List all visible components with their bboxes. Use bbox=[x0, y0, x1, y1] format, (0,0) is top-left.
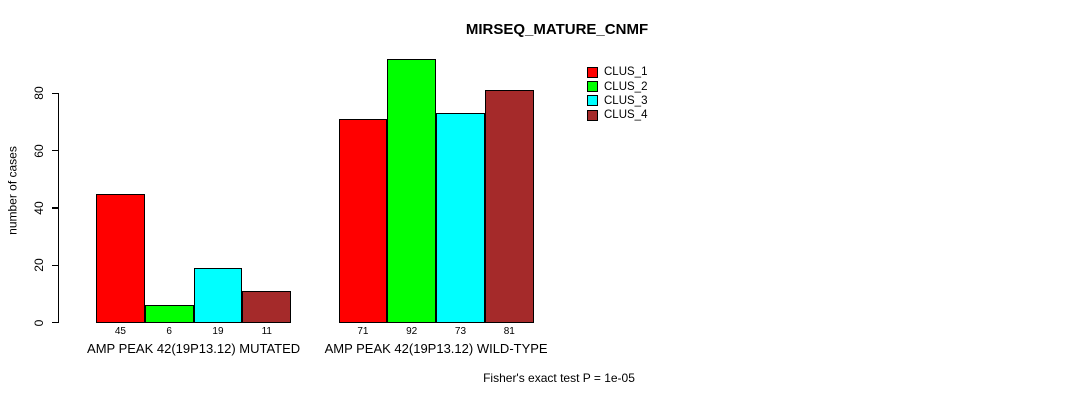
legend-swatch bbox=[587, 109, 598, 121]
bar-clus_4-group1 bbox=[242, 291, 292, 323]
y-tick-label: 0 bbox=[32, 319, 46, 327]
bar-value-label: 92 bbox=[406, 326, 418, 337]
legend-item: CLUS_1 bbox=[587, 65, 647, 79]
fisher-test-annotation: Fisher's exact test P = 1e-05 bbox=[483, 371, 635, 385]
y-axis-line bbox=[57, 92, 59, 324]
y-tick bbox=[51, 207, 58, 209]
y-tick bbox=[51, 264, 58, 267]
legend-swatch bbox=[587, 95, 598, 107]
legend-item: CLUS_3 bbox=[587, 94, 647, 108]
chart-title: MIRSEQ_MATURE_CNMF bbox=[465, 21, 649, 38]
legend-item: CLUS_2 bbox=[587, 79, 647, 93]
y-axis-label: number of cases bbox=[5, 146, 20, 235]
legend-label: CLUS_1 bbox=[604, 66, 648, 79]
bar-value-label: 45 bbox=[114, 326, 126, 337]
bar-clus_1-group1 bbox=[96, 193, 145, 323]
legend-swatch bbox=[587, 66, 598, 78]
legend-label: CLUS_3 bbox=[604, 94, 648, 107]
bar-clus_3-group2 bbox=[436, 113, 485, 323]
y-tick bbox=[51, 92, 58, 94]
bar-value-label: 71 bbox=[357, 326, 369, 337]
legend-label: CLUS_2 bbox=[604, 80, 648, 93]
bar-value-label: 73 bbox=[454, 326, 467, 337]
legend: CLUS_1 CLUS_2 CLUS_3 CLUS_4 bbox=[587, 65, 647, 123]
y-tick-label: 60 bbox=[32, 143, 46, 158]
bar-clus_2-group1 bbox=[144, 305, 194, 323]
y-tick-label: 40 bbox=[32, 201, 46, 215]
bar-value-label: 19 bbox=[212, 326, 224, 337]
bar-clus_4-group2 bbox=[484, 90, 534, 323]
y-tick-label: 20 bbox=[32, 258, 46, 273]
bar-clus_2-group2 bbox=[387, 58, 437, 323]
bar-clus_3-group1 bbox=[193, 268, 243, 323]
category-label: AMP PEAK 42(19P13.12) MUTATED bbox=[87, 341, 301, 356]
bar-clus_1-group2 bbox=[338, 119, 388, 323]
bar-value-label: 6 bbox=[166, 326, 172, 337]
legend-label: CLUS_4 bbox=[604, 109, 648, 122]
bar-value-label: 11 bbox=[261, 326, 272, 337]
y-tick bbox=[51, 149, 58, 152]
category-label: AMP PEAK 42(19P13.12) WILD-TYPE bbox=[324, 341, 548, 356]
y-tick bbox=[51, 322, 58, 324]
y-tick-label: 80 bbox=[32, 86, 46, 100]
legend-item: CLUS_4 bbox=[587, 108, 647, 122]
bar-value-label: 81 bbox=[503, 326, 515, 337]
legend-swatch bbox=[587, 81, 598, 93]
